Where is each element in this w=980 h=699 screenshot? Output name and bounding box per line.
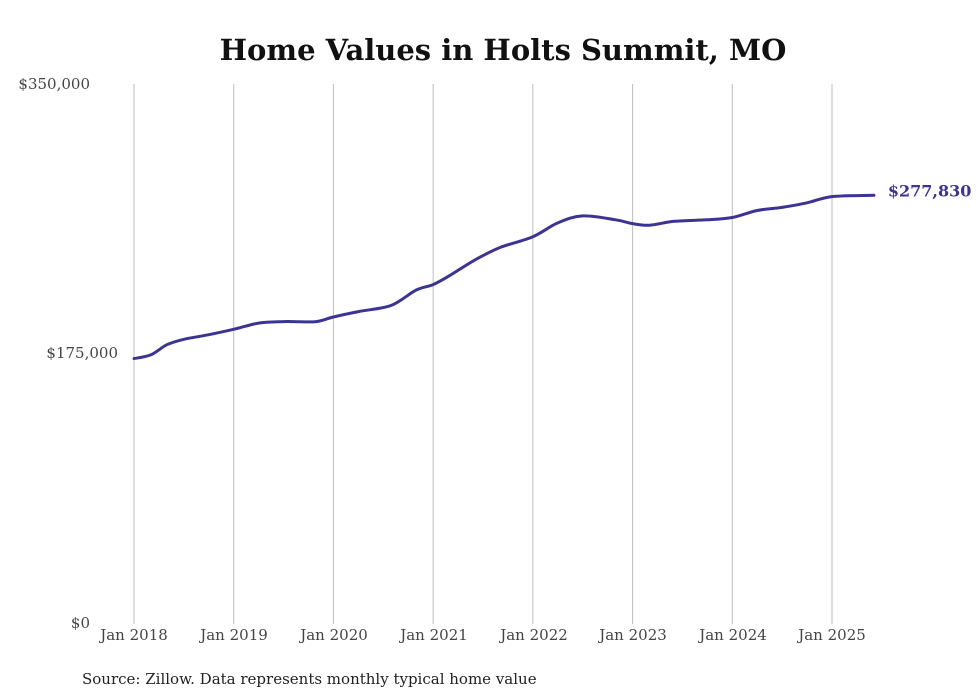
source-note: Source: Zillow. Data represents monthly … xyxy=(82,670,537,688)
x-tick-label: Jan 2023 xyxy=(597,626,667,644)
end-value-label: $277,830 xyxy=(888,181,972,200)
y-tick-label: $175,000 xyxy=(46,344,118,362)
x-tick-label: Jan 2019 xyxy=(198,626,268,644)
x-tick-label: Jan 2018 xyxy=(98,626,168,644)
chart-title: Home Values in Holts Summit, MO xyxy=(220,33,787,67)
x-tick-label: Jan 2024 xyxy=(697,626,767,644)
x-tick-label: Jan 2025 xyxy=(796,626,866,644)
grid-lines xyxy=(133,84,833,624)
x-tick-label: Jan 2020 xyxy=(298,626,368,644)
y-tick-label: $350,000 xyxy=(18,75,90,93)
y-tick-label: $0 xyxy=(71,614,90,632)
x-tick-label: Jan 2022 xyxy=(498,626,568,644)
x-tick-label: Jan 2021 xyxy=(398,626,468,644)
series-line xyxy=(132,193,876,361)
